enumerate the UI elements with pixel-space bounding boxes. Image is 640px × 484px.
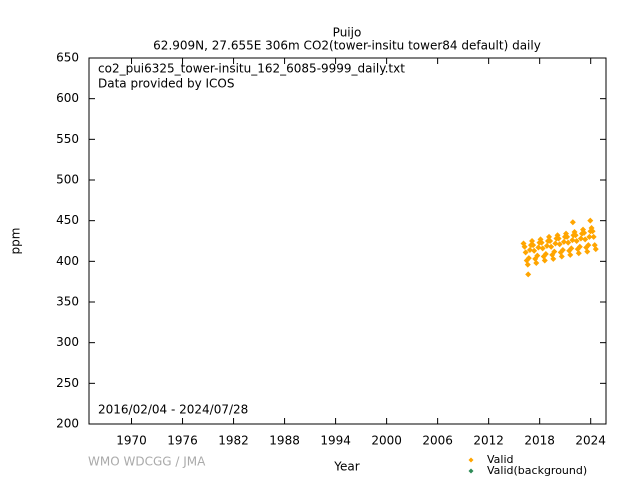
data-point [542, 251, 549, 258]
y-tick-label: 650 [56, 51, 79, 65]
x-tick-label: 2000 [371, 434, 402, 448]
data-point [525, 271, 532, 278]
y-axis-label: ppm [9, 228, 23, 255]
annotation: co2_pui6325_tower-insitu_162_6085-9999_d… [98, 62, 405, 76]
data-point [524, 261, 531, 268]
y-tick-label: 300 [56, 335, 79, 349]
annotation: Data provided by ICOS [98, 77, 234, 91]
data-point [526, 246, 533, 253]
y-tick-label: 350 [56, 295, 79, 309]
data-point [538, 239, 545, 246]
y-tick-label: 550 [56, 132, 79, 146]
data-point [522, 249, 529, 256]
x-tick-label: 2018 [524, 434, 555, 448]
legend-label: Valid(background) [487, 464, 587, 477]
x-tick-label: 1988 [269, 434, 300, 448]
legend-marker [468, 468, 474, 474]
data-point [539, 245, 546, 252]
data-point [586, 233, 593, 240]
legend-marker [468, 457, 474, 463]
data-point [575, 250, 582, 257]
data-point [572, 232, 579, 239]
data-point [587, 217, 594, 224]
x-tick-label: 1976 [167, 434, 198, 448]
data-point [590, 233, 597, 240]
chart-title: Puijo [333, 26, 362, 40]
data-point [576, 243, 583, 250]
data-point [582, 236, 589, 243]
y-tick-label: 500 [56, 173, 79, 187]
data-point [577, 235, 584, 242]
data-point [521, 243, 528, 250]
x-axis-label: Year [333, 460, 359, 474]
data-point [564, 233, 571, 240]
annotation: 2016/02/04 - 2024/07/28 [98, 403, 248, 417]
data-point [569, 219, 576, 226]
data-point [551, 248, 558, 255]
chart-subtitle: 62.909N, 27.655E 306m CO2(tower-insitu t… [153, 39, 541, 53]
data-point [589, 228, 596, 235]
data-point [543, 242, 550, 249]
data-point [581, 229, 588, 236]
data-point [567, 251, 574, 258]
data-point [535, 244, 542, 251]
data-point [534, 252, 541, 259]
y-tick-label: 250 [56, 376, 79, 390]
x-tick-label: 2006 [422, 434, 453, 448]
data-point [531, 247, 538, 254]
x-tick-label: 1982 [218, 434, 249, 448]
x-tick-label: 2012 [473, 434, 504, 448]
credit: WMO WDCGG / JMA [88, 455, 206, 469]
x-tick-label: 1970 [116, 434, 147, 448]
data-point [559, 246, 566, 253]
data-point [546, 233, 553, 240]
y-tick-label: 400 [56, 254, 79, 268]
data-point [533, 259, 540, 266]
data-point [584, 248, 591, 255]
data-point [592, 246, 599, 253]
data-point [552, 240, 559, 247]
data-point [525, 255, 532, 262]
data-point [541, 257, 548, 264]
x-tick-label: 2024 [575, 434, 606, 448]
data-point [529, 238, 536, 244]
y-tick-label: 200 [56, 417, 79, 431]
data-point [569, 237, 576, 244]
data-point [568, 245, 575, 252]
data-point [547, 238, 554, 244]
data-point [591, 242, 598, 249]
legend-label: Valid [487, 453, 514, 466]
data-point [556, 241, 563, 248]
y-tick-label: 450 [56, 213, 79, 227]
data-point [548, 243, 555, 250]
data-point [585, 242, 592, 249]
data-point [530, 242, 537, 249]
data-point [560, 238, 567, 245]
y-tick-label: 600 [56, 91, 79, 105]
data-point [565, 239, 572, 246]
data-point [573, 238, 580, 244]
x-tick-label: 1994 [320, 434, 351, 448]
plot-frame [88, 57, 607, 425]
data-point [558, 253, 565, 260]
data-point [550, 255, 557, 262]
data-point [555, 235, 562, 242]
